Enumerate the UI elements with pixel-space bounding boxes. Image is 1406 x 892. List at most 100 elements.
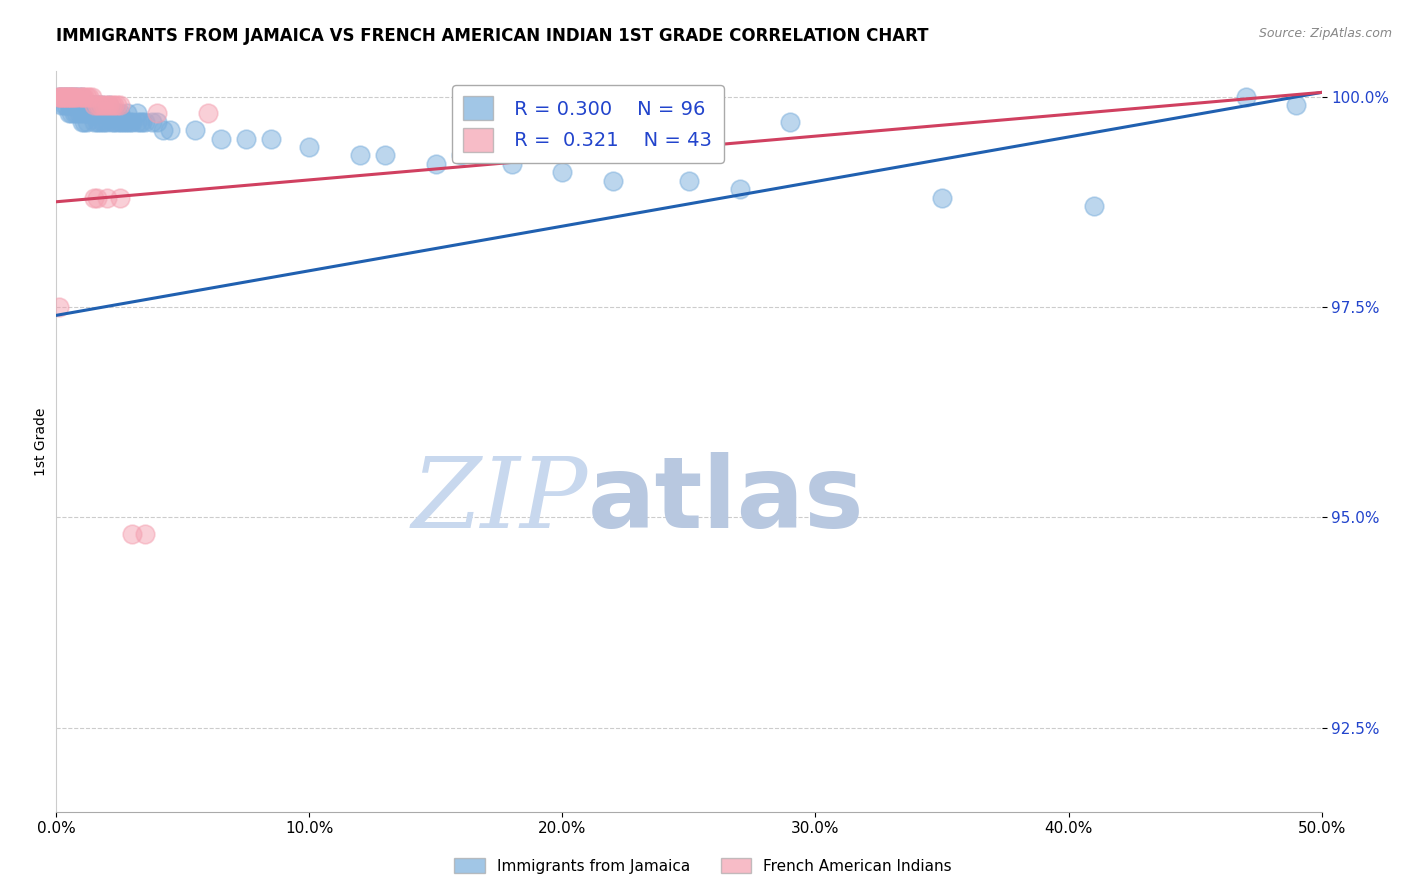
Point <box>70 89 93 103</box>
Point <box>146 106 169 120</box>
Point <box>77 98 100 112</box>
Point <box>77 89 100 103</box>
Point <box>76 106 98 120</box>
Point <box>121 527 143 541</box>
Point <box>89 115 111 129</box>
Point <box>80 89 103 103</box>
Point <box>55 89 77 103</box>
Point <box>134 115 156 129</box>
Point <box>60 106 83 120</box>
Point <box>152 123 174 137</box>
Point <box>52 89 75 103</box>
Point <box>48 89 70 103</box>
Text: ZIP: ZIP <box>412 453 588 549</box>
Point <box>134 527 156 541</box>
Point <box>602 174 624 188</box>
Point <box>83 115 105 129</box>
Point <box>63 89 86 103</box>
Point <box>501 157 523 171</box>
Point <box>101 106 124 120</box>
Point <box>51 89 73 103</box>
Point <box>76 89 98 103</box>
Point <box>80 106 103 120</box>
Point <box>86 190 108 204</box>
Point <box>70 106 93 120</box>
Point <box>103 98 125 112</box>
Point <box>90 106 112 120</box>
Point <box>86 98 108 112</box>
Point <box>101 115 124 129</box>
Point <box>105 115 128 129</box>
Point <box>58 89 80 103</box>
Point <box>48 89 70 103</box>
Point <box>96 98 118 112</box>
Point <box>146 115 169 129</box>
Point <box>58 98 80 112</box>
Point <box>127 106 149 120</box>
Point <box>141 115 163 129</box>
Point <box>60 98 83 112</box>
Point <box>51 89 73 103</box>
Point <box>197 106 219 120</box>
Point <box>1234 89 1257 103</box>
Point <box>90 115 112 129</box>
Point <box>63 106 86 120</box>
Point <box>96 106 118 120</box>
Point <box>60 89 83 103</box>
Point <box>70 98 93 112</box>
Point <box>76 98 98 112</box>
Point <box>73 89 96 103</box>
Point <box>65 98 87 112</box>
Point <box>60 89 83 103</box>
Legend:  R = 0.300    N = 96,  R =  0.321    N = 43: R = 0.300 N = 96, R = 0.321 N = 43 <box>451 85 724 163</box>
Point <box>58 89 80 103</box>
Point <box>115 106 138 120</box>
Point <box>67 89 90 103</box>
Point <box>103 115 125 129</box>
Point <box>67 106 90 120</box>
Point <box>65 89 87 103</box>
Point <box>98 98 121 112</box>
Point <box>121 115 143 129</box>
Point <box>90 98 112 112</box>
Point <box>728 182 751 196</box>
Point <box>260 131 283 145</box>
Point <box>76 115 98 129</box>
Point <box>70 115 93 129</box>
Point <box>73 106 96 120</box>
Point <box>58 89 80 103</box>
Point <box>131 115 153 129</box>
Point <box>63 89 86 103</box>
Point <box>551 165 574 179</box>
Point <box>551 89 574 103</box>
Point <box>101 98 124 112</box>
Point <box>105 98 128 112</box>
Point <box>184 123 207 137</box>
Point <box>96 115 118 129</box>
Point <box>52 98 75 112</box>
Point <box>108 190 131 204</box>
Point <box>105 106 128 120</box>
Point <box>90 98 112 112</box>
Point <box>450 148 472 162</box>
Point <box>83 190 105 204</box>
Point <box>52 89 75 103</box>
Legend: Immigrants from Jamaica, French American Indians: Immigrants from Jamaica, French American… <box>449 852 957 880</box>
Point <box>80 98 103 112</box>
Point <box>83 98 105 112</box>
Point <box>48 89 70 103</box>
Text: atlas: atlas <box>588 452 865 549</box>
Point <box>67 89 90 103</box>
Point <box>55 98 77 112</box>
Point <box>349 148 371 162</box>
Point <box>58 106 80 120</box>
Point <box>1083 199 1105 213</box>
Point <box>52 89 75 103</box>
Point <box>98 106 121 120</box>
Point <box>89 98 111 112</box>
Point <box>209 131 232 145</box>
Point <box>118 115 141 129</box>
Y-axis label: 1st Grade: 1st Grade <box>34 408 48 475</box>
Point <box>425 157 447 171</box>
Point <box>1285 98 1308 112</box>
